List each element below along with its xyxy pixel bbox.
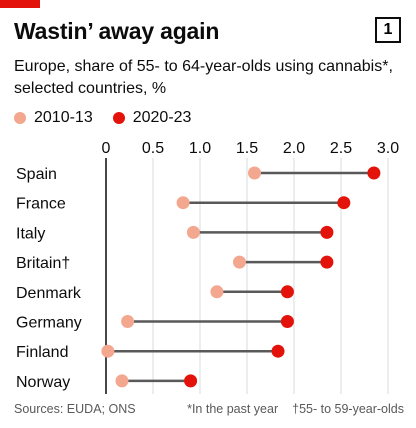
country-label: Norway bbox=[16, 374, 70, 391]
point-2010-13 bbox=[248, 166, 262, 180]
brand-accent-bar bbox=[0, 0, 40, 8]
x-tick-label: 0 bbox=[102, 140, 111, 157]
country-label: Italy bbox=[16, 225, 45, 242]
point-2020-23 bbox=[320, 255, 334, 269]
x-tick-label: 0.5 bbox=[142, 140, 164, 157]
legend-dot-early bbox=[14, 112, 26, 124]
legend-item-early: 2010-13 bbox=[14, 109, 93, 127]
source-note: Sources: EUDA; ONS bbox=[14, 402, 136, 416]
point-2010-13 bbox=[101, 344, 115, 358]
x-tick-label: 1.5 bbox=[236, 140, 258, 157]
chart-footer: Sources: EUDA; ONS *In the past year †55… bbox=[14, 402, 404, 416]
country-label: Denmark bbox=[16, 285, 82, 302]
point-2020-23 bbox=[280, 315, 294, 328]
country-label: France bbox=[16, 196, 66, 213]
point-2010-13 bbox=[176, 196, 190, 210]
x-tick-label: 1.0 bbox=[189, 140, 211, 157]
point-2010-13 bbox=[115, 374, 129, 388]
legend-label-early: 2010-13 bbox=[34, 109, 93, 126]
point-2010-13 bbox=[232, 255, 246, 269]
chart-subtitle: Europe, share of 55- to 64-year-olds usi… bbox=[14, 58, 393, 97]
legend-dot-late bbox=[112, 112, 125, 124]
x-tick-label: 2.0 bbox=[283, 140, 305, 157]
footnote-past-year: *In the past year bbox=[187, 402, 279, 416]
country-label: Britain† bbox=[16, 255, 70, 272]
dumbbell-chart: 0 0.5 1.0 1.5 2.0 2.5 3.0 Spain France Italy Brita… bbox=[16, 140, 399, 394]
footnote-age-range: †55- to 59-year-olds bbox=[292, 402, 404, 416]
country-label: Finland bbox=[16, 344, 68, 361]
point-2020-23 bbox=[320, 225, 334, 239]
chart-legend: 2010-13 2020-23 bbox=[14, 109, 211, 127]
point-2020-23 bbox=[337, 196, 351, 210]
point-2020-23 bbox=[271, 344, 285, 358]
x-tick-label: 3.0 bbox=[377, 140, 399, 157]
x-tick-label: 2.5 bbox=[330, 140, 352, 157]
country-label: Spain bbox=[16, 166, 57, 183]
country-label: Germany bbox=[16, 315, 82, 332]
point-2020-23 bbox=[280, 285, 294, 299]
point-2020-23 bbox=[184, 374, 198, 388]
point-2020-23 bbox=[367, 166, 381, 180]
chart-title: Wastin’ away again bbox=[14, 18, 220, 44]
legend-label-late: 2020-23 bbox=[132, 109, 192, 126]
point-2010-13 bbox=[121, 315, 135, 328]
legend-item-late: 2020-23 bbox=[112, 109, 192, 127]
figure-number: 1 bbox=[375, 17, 401, 43]
point-2010-13 bbox=[210, 285, 224, 299]
point-2010-13 bbox=[186, 225, 200, 239]
